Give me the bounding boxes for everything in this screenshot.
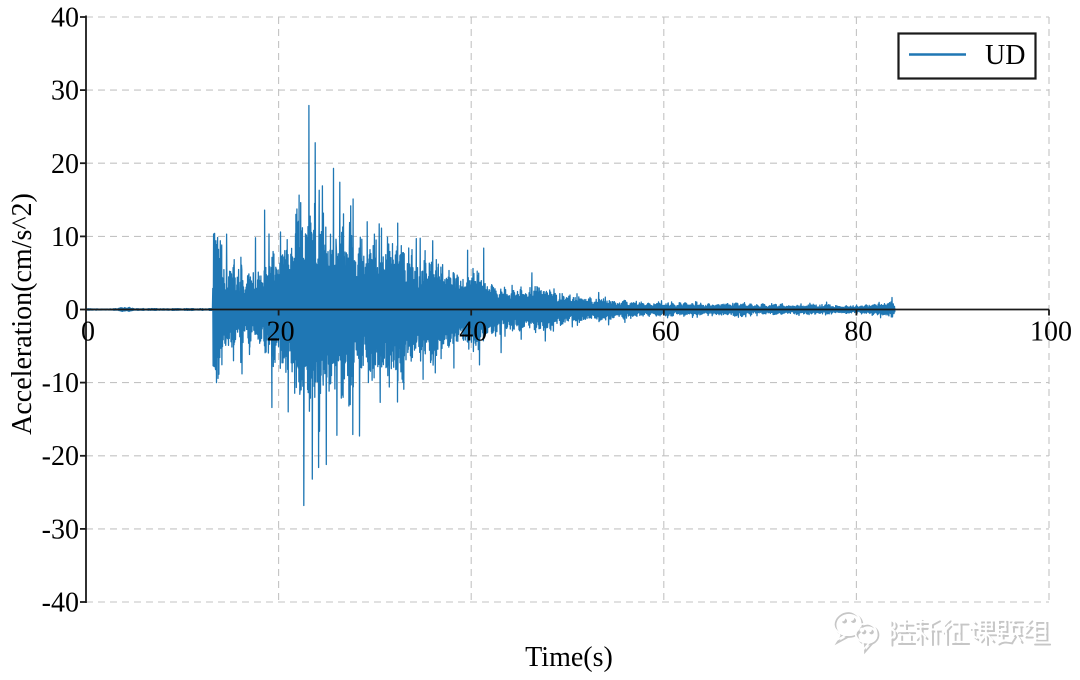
svg-text:Time(s): Time(s) bbox=[525, 642, 613, 673]
svg-text:10: 10 bbox=[51, 222, 79, 253]
svg-text:20: 20 bbox=[267, 317, 295, 348]
svg-text:0: 0 bbox=[65, 295, 79, 326]
svg-text:-20: -20 bbox=[42, 441, 79, 472]
svg-text:Acceleration(cm/s^2): Acceleration(cm/s^2) bbox=[7, 193, 38, 435]
svg-text:-40: -40 bbox=[42, 588, 79, 619]
svg-text:40: 40 bbox=[459, 317, 487, 348]
svg-text:30: 30 bbox=[51, 76, 79, 107]
svg-text:0: 0 bbox=[81, 317, 95, 348]
svg-text:20: 20 bbox=[51, 149, 79, 180]
svg-text:100: 100 bbox=[1030, 317, 1072, 348]
svg-text:60: 60 bbox=[652, 317, 680, 348]
svg-text:80: 80 bbox=[844, 317, 872, 348]
svg-text:UD: UD bbox=[985, 40, 1025, 71]
svg-text:-10: -10 bbox=[42, 368, 79, 399]
svg-text:40: 40 bbox=[51, 3, 79, 34]
svg-text:-30: -30 bbox=[42, 514, 79, 545]
